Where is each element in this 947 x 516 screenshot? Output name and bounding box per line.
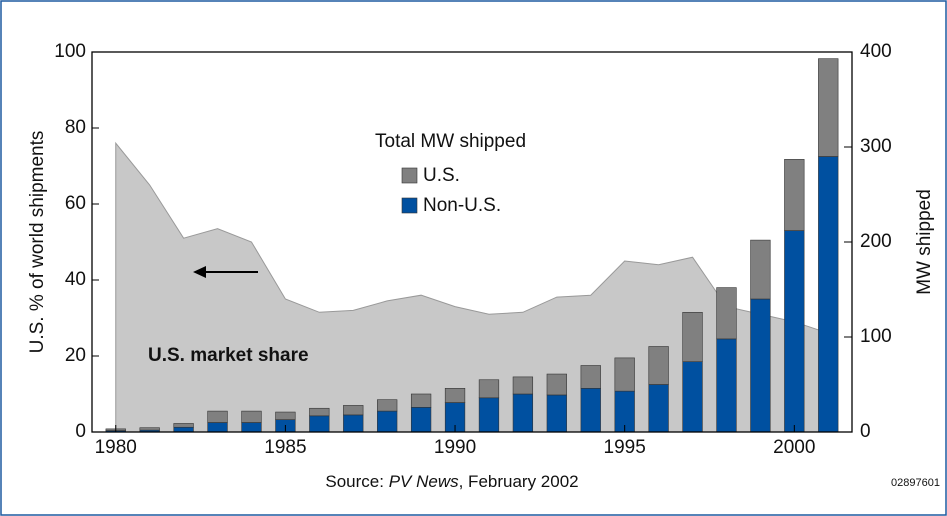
bar bbox=[241, 410, 262, 423]
bar bbox=[784, 230, 805, 433]
x-tick-label: 2000 bbox=[773, 437, 815, 458]
bar bbox=[410, 406, 432, 433]
bar bbox=[343, 405, 364, 416]
bar bbox=[682, 311, 703, 362]
x-tick-label: 1990 bbox=[434, 437, 476, 458]
x-tick-label: 1985 bbox=[264, 437, 306, 458]
y-tick-label: 100 bbox=[54, 41, 86, 62]
bar bbox=[512, 393, 534, 433]
y2-tick-label: 100 bbox=[860, 326, 892, 347]
bar bbox=[309, 415, 330, 433]
bar bbox=[580, 387, 601, 433]
bar bbox=[784, 159, 805, 231]
y-tick-label: 60 bbox=[65, 193, 86, 214]
bar bbox=[173, 426, 194, 433]
bar bbox=[207, 422, 228, 433]
y2-tick-label: 200 bbox=[860, 231, 892, 252]
y-axis-label: U.S. % of world shipments bbox=[27, 131, 48, 354]
y-tick-label: 20 bbox=[65, 345, 86, 366]
bar bbox=[818, 156, 839, 433]
bar bbox=[478, 397, 500, 433]
bar bbox=[580, 365, 601, 389]
figure-id: 02897601 bbox=[891, 477, 940, 489]
arrowhead bbox=[193, 266, 206, 278]
legend-label: U.S. bbox=[423, 165, 460, 186]
bar bbox=[377, 410, 398, 433]
source: Source: PV News, February 2002 bbox=[325, 472, 578, 491]
bar bbox=[478, 379, 500, 399]
legend-label: Non-U.S. bbox=[423, 195, 501, 216]
bar bbox=[716, 287, 737, 340]
source-part: PV News bbox=[389, 472, 459, 491]
y2-tick-label: 400 bbox=[860, 41, 892, 62]
x-tick-label: 1995 bbox=[604, 437, 646, 458]
bar bbox=[139, 427, 160, 431]
bar bbox=[682, 361, 703, 433]
source-part: Source: bbox=[325, 472, 388, 491]
y-tick-label: 0 bbox=[75, 421, 86, 442]
legend-swatch bbox=[401, 167, 418, 184]
bar bbox=[648, 346, 669, 385]
bar bbox=[444, 387, 466, 403]
plot bbox=[105, 58, 839, 433]
legend-swatch bbox=[401, 197, 418, 214]
bar bbox=[207, 410, 228, 423]
bar bbox=[546, 373, 567, 396]
x-tick-label: 1980 bbox=[95, 437, 137, 458]
bar bbox=[716, 338, 737, 433]
y2-tick-label: 0 bbox=[860, 421, 871, 442]
y2-axis-label: MW shipped bbox=[914, 189, 935, 295]
bar bbox=[173, 423, 194, 428]
bar bbox=[343, 414, 364, 433]
bar bbox=[377, 399, 398, 412]
bar bbox=[648, 384, 669, 433]
legend-title: Total MW shipped bbox=[375, 131, 526, 152]
bar bbox=[750, 298, 771, 433]
y-tick-label: 40 bbox=[65, 269, 86, 290]
bar bbox=[275, 411, 296, 420]
bar bbox=[241, 422, 262, 433]
source-part: , February 2002 bbox=[459, 472, 579, 491]
bar bbox=[309, 407, 330, 417]
area-annotation: U.S. market share bbox=[148, 345, 309, 366]
bar bbox=[750, 239, 771, 300]
y2-tick-label: 300 bbox=[860, 136, 892, 157]
bar bbox=[410, 393, 432, 408]
bar bbox=[818, 58, 839, 157]
y-tick-label: 80 bbox=[65, 117, 86, 138]
bar bbox=[614, 357, 635, 392]
bar bbox=[546, 394, 567, 433]
bar bbox=[512, 376, 534, 395]
